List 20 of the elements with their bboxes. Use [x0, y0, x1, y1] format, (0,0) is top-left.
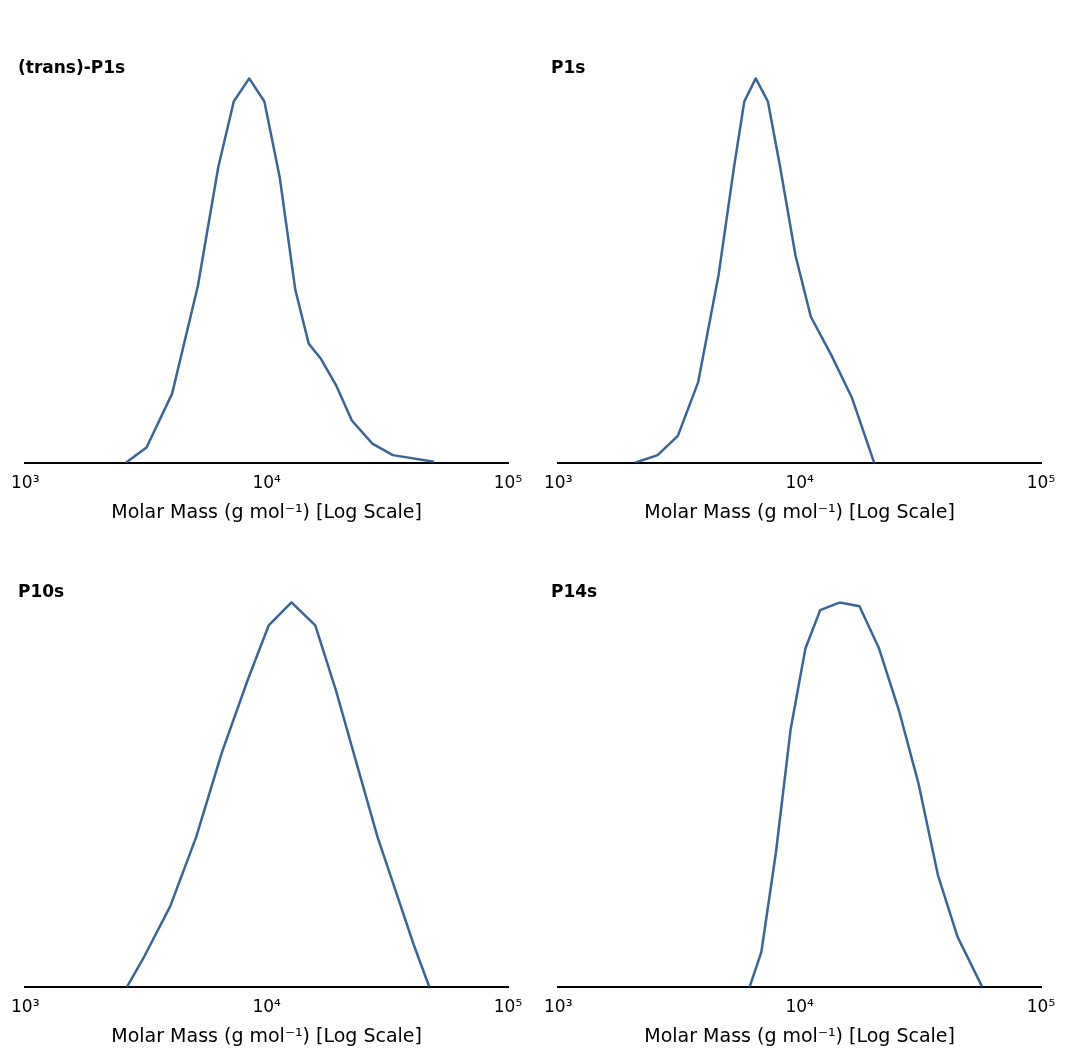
x-axis-title: Molar Mass (g mol⁻¹) [Log Scale] — [111, 499, 422, 522]
x-tick-label: 10⁴ — [785, 996, 815, 1017]
x-tick-label: 10³ — [544, 996, 573, 1017]
chart-title: P1s — [551, 56, 586, 77]
x-tick-label: 10⁵ — [1026, 996, 1056, 1017]
chart-title: P14s — [551, 580, 598, 601]
x-tick-label: 10⁵ — [493, 472, 523, 493]
x-tick-label: 10³ — [544, 472, 573, 493]
x-tick-label: 10⁴ — [252, 472, 282, 493]
x-tick-label: 10³ — [11, 472, 40, 493]
x-tick-label: 10⁵ — [1026, 472, 1056, 493]
x-axis-title: Molar Mass (g mol⁻¹) [Log Scale] — [111, 1023, 422, 1046]
x-tick-label: 10⁴ — [785, 472, 815, 493]
chart-title: P10s — [18, 580, 65, 601]
x-tick-label: 10⁴ — [252, 996, 282, 1017]
x-tick-label: 10³ — [11, 996, 40, 1017]
x-axis-title: Molar Mass (g mol⁻¹) [Log Scale] — [644, 499, 955, 522]
x-axis-title: Molar Mass (g mol⁻¹) [Log Scale] — [644, 1023, 955, 1046]
chart-title: (trans)-P1s — [18, 56, 126, 77]
x-tick-label: 10⁵ — [493, 996, 523, 1017]
